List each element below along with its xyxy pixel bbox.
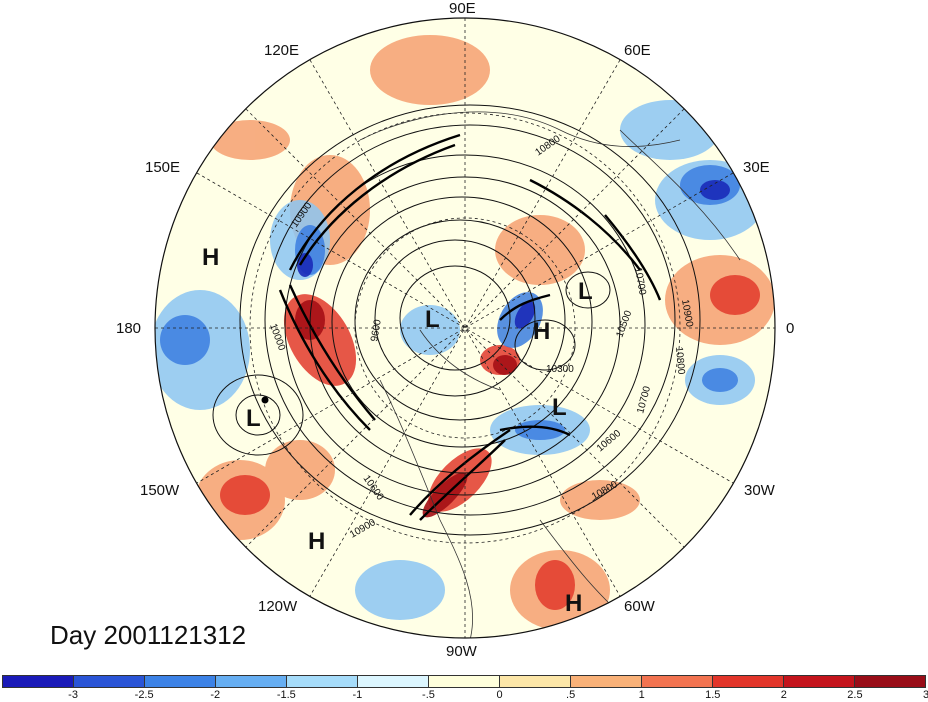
colorbar-tick-label: -2.5 (134, 689, 154, 701)
colorbar-tick-label: -2 (210, 689, 221, 701)
contour-label: 10300 (546, 364, 574, 375)
colorbar-tick-label: 1.5 (705, 689, 721, 701)
high-pressure-marker: H (202, 244, 220, 271)
longitude-label-60w: 60W (624, 598, 655, 615)
contour-label: 10900 (679, 299, 695, 329)
longitude-label-120w: 120W (258, 598, 298, 615)
colorbar-swatch (74, 676, 145, 687)
colorbar-tick-label: -3 (68, 689, 78, 701)
low-pressure-marker: L (578, 278, 593, 305)
high-pressure-marker: H (533, 318, 551, 345)
longitude-label-90w: 90W (446, 643, 477, 660)
longitude-label-150e: 150E (145, 159, 181, 176)
colorbar-swatch (855, 676, 925, 687)
anomaly-field (155, 18, 775, 638)
colorbar-tick-label: .5 (566, 689, 576, 701)
contour-label: 10800 (673, 346, 686, 375)
colorbar-tick-label: 2.5 (847, 689, 863, 701)
colorbar-tick-label: -.5 (422, 689, 435, 701)
low-pressure-marker: L (246, 405, 261, 432)
colorbar-swatch (358, 676, 429, 687)
longitude-label-120e: 120E (264, 42, 300, 59)
low-pressure-marker: L (552, 394, 567, 421)
colorbar-swatch (784, 676, 855, 687)
colorbar-swatch (145, 676, 216, 687)
colorbar-tick-label: 3 (922, 689, 928, 701)
high-pressure-marker: H (308, 528, 326, 555)
longitude-label-30e: 30E (743, 159, 770, 176)
colorbar-swatch (3, 676, 74, 687)
colorbar-tick-label: -1 (352, 689, 363, 701)
colorbar-swatch (571, 676, 642, 687)
longitude-label-30w: 30W (744, 482, 775, 499)
colorbar-swatch (500, 676, 571, 687)
colorbar-tick-label: 0 (496, 689, 503, 701)
contour-label: 9600 (369, 318, 384, 342)
longitude-label-0: 0 (786, 320, 795, 337)
colorbar-swatch (287, 676, 358, 687)
longitude-label-150w: 150W (140, 482, 180, 499)
colorbar-swatch (216, 676, 287, 687)
colorbar (2, 675, 926, 688)
colorbar-tick-label: 2 (780, 689, 787, 701)
colorbar-swatch (642, 676, 713, 687)
colorbar-tick-label: -1.5 (276, 689, 296, 701)
colorbar-tick-label: 1 (638, 689, 645, 701)
map-boundary (154, 17, 776, 639)
high-pressure-marker: H (565, 590, 583, 617)
colorbar-swatch (429, 676, 500, 687)
low-center-dot (261, 396, 269, 404)
longitude-label-180: 180 (116, 320, 142, 337)
low-pressure-marker: L (425, 306, 440, 333)
map-title: Day 2001121312 (50, 620, 247, 650)
longitude-label-60e: 60E (624, 42, 651, 59)
colorbar-swatch (713, 676, 784, 687)
longitude-label-90e: 90E (449, 0, 476, 17)
contour-label: 10700 (632, 267, 648, 297)
